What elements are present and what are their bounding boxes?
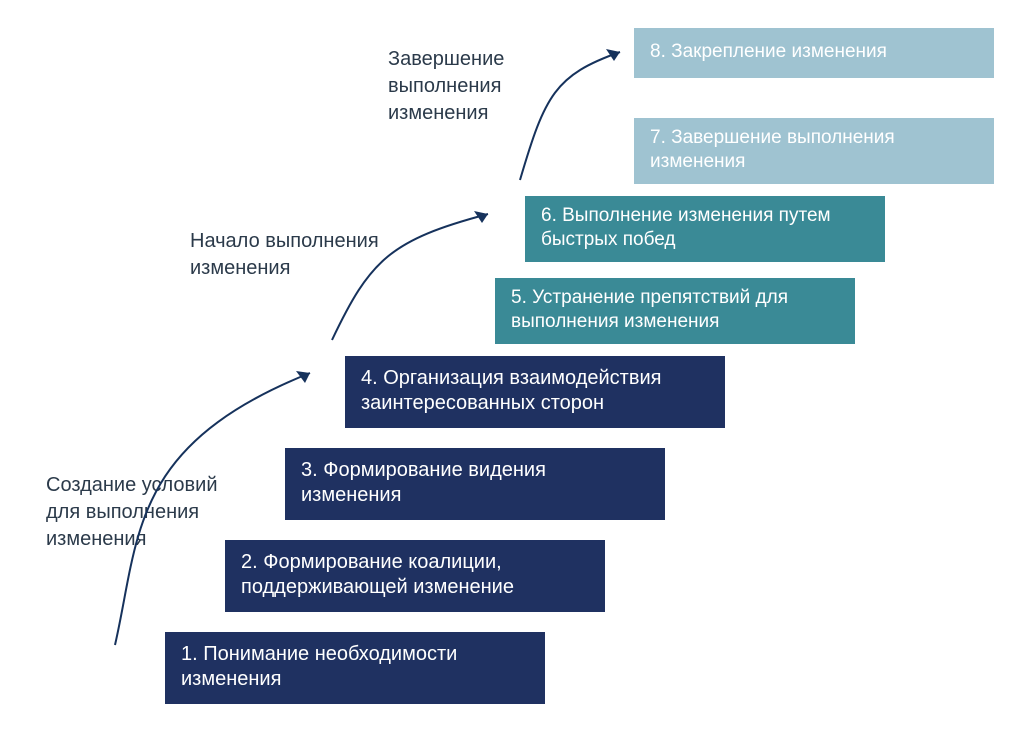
arrow-2 — [320, 200, 510, 350]
step-7-text: 7. Завершение выполнения изменения — [650, 126, 978, 174]
step-4-text: 4. Организация взаимодействия заинтересо… — [361, 366, 709, 416]
diagram-canvas: 1. Понимание необходимости изменения 2. … — [0, 0, 1024, 730]
step-6: 6. Выполнение изменения путем быстрых по… — [525, 196, 885, 262]
step-8: 8. Закрепление изменения — [634, 28, 994, 78]
step-7: 7. Завершение выполнения изменения — [634, 118, 994, 184]
step-3-text: 3. Формирование видения изменения — [301, 458, 649, 508]
phase-3-text: Завершение выполнения изменения — [388, 48, 504, 124]
step-3: 3. Формирование видения изменения — [285, 448, 665, 520]
step-8-text: 8. Закрепление изменения — [650, 40, 887, 64]
arrow-3 — [510, 40, 640, 190]
step-5: 5. Устранение препятствий для выполнения… — [495, 278, 855, 344]
arrow-1 — [100, 355, 330, 650]
step-5-text: 5. Устранение препятствий для выполнения… — [511, 286, 839, 334]
step-6-text: 6. Выполнение изменения путем быстрых по… — [541, 204, 869, 252]
step-4: 4. Организация взаимодействия заинтересо… — [345, 356, 725, 428]
